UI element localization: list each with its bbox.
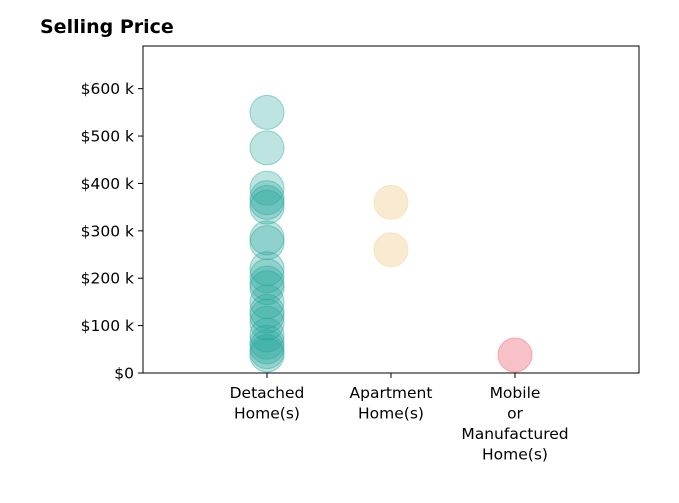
data-point[interactable] — [249, 329, 285, 365]
data-points — [249, 94, 533, 373]
y-tick-label: $600 k — [81, 80, 134, 98]
data-point[interactable] — [249, 251, 285, 287]
data-point[interactable] — [249, 170, 285, 206]
y-tick-label: $200 k — [81, 270, 134, 288]
y-tick-label: $0 — [114, 365, 134, 383]
x-tick-label: Mobile or Manufactured Home(s) — [461, 384, 568, 464]
data-point[interactable] — [249, 317, 285, 353]
y-axis: $0 $100 k $200 k $300 k $400 k $500 k $600 k — [81, 80, 143, 383]
data-point[interactable] — [249, 258, 285, 294]
data-point[interactable] — [249, 270, 285, 306]
data-point[interactable] — [249, 293, 285, 329]
data-point[interactable] — [249, 334, 285, 370]
data-point[interactable] — [249, 220, 285, 256]
y-tick-label: $100 k — [81, 317, 134, 335]
x-tick-label: Detached Home(s) — [230, 384, 305, 423]
data-point[interactable] — [249, 94, 285, 130]
x-axis: Detached Home(s) Apartment Home(s) Mobile or M… — [230, 373, 569, 464]
y-tick-label: $400 k — [81, 175, 134, 193]
data-point[interactable] — [249, 189, 285, 225]
data-point[interactable] — [249, 284, 285, 320]
data-point[interactable] — [249, 265, 285, 301]
data-point[interactable] — [373, 232, 409, 268]
data-point[interactable] — [373, 184, 409, 220]
y-tick-label: $300 k — [81, 222, 134, 240]
y-tick-label: $500 k — [81, 128, 134, 146]
data-point[interactable] — [249, 225, 285, 261]
data-point[interactable] — [249, 324, 285, 360]
data-point[interactable] — [497, 337, 533, 373]
data-point[interactable] — [249, 130, 285, 166]
data-point[interactable] — [249, 337, 285, 373]
data-point[interactable] — [249, 184, 285, 220]
chart-title: Selling Price — [40, 16, 174, 38]
data-point[interactable] — [249, 305, 285, 341]
data-point[interactable] — [249, 180, 285, 216]
x-tick-label: Apartment Home(s) — [350, 384, 433, 423]
data-point[interactable] — [249, 298, 285, 334]
